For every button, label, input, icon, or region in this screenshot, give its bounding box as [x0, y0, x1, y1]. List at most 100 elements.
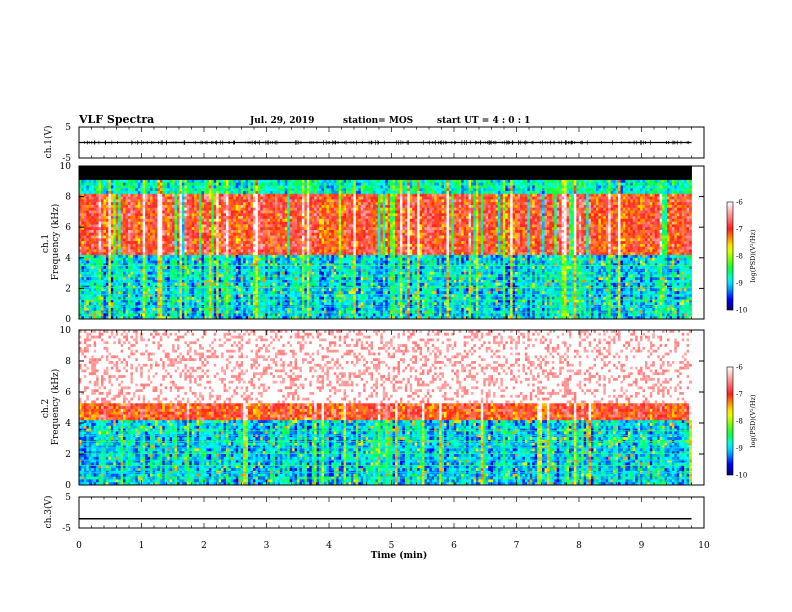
spectrogram-cell: [211, 271, 215, 275]
spectrogram-cell: [199, 213, 202, 217]
spectrogram-cell: [157, 271, 161, 275]
spectrogram-cell: [255, 177, 259, 181]
spectrogram-cell: [162, 293, 166, 298]
spectrogram-cell: [252, 302, 256, 306]
spectrogram-cell: [152, 271, 156, 275]
spectrogram-cell: [140, 288, 144, 292]
spectrogram-cell: [233, 207, 237, 211]
spectrogram-cell: [245, 193, 249, 197]
spectrogram-cell: [240, 238, 244, 242]
spectrogram-cell: [167, 229, 171, 234]
spectrogram-cell: [93, 221, 97, 225]
spectrogram-cell: [110, 171, 114, 175]
spectrogram-cell: [248, 177, 251, 181]
spectrogram-cell: [191, 179, 195, 184]
spectrogram-cell: [284, 299, 288, 303]
spectrogram-cell: [267, 302, 271, 306]
spectrogram-cell: [154, 285, 158, 289]
spectrogram-cell: [132, 280, 136, 284]
spectrogram-cell: [208, 243, 212, 248]
spectrogram-cell: [86, 204, 90, 209]
spectrogram-cell: [115, 268, 119, 273]
spectrogram-cell: [128, 185, 131, 189]
spectrogram-cell: [128, 168, 131, 172]
spectrogram-cell: [118, 193, 122, 197]
spectrogram-cell: [118, 249, 122, 253]
spectrogram-cell: [252, 202, 256, 206]
spectrogram-cell: [96, 188, 99, 192]
spectrogram-cell: [250, 166, 254, 170]
spectrogram-cell: [250, 213, 254, 217]
spectrogram-cell: [279, 202, 283, 206]
spectrogram-cell: [118, 171, 122, 175]
spectrogram-cell: [275, 171, 278, 175]
spectrogram-cell: [211, 177, 215, 181]
spectrogram-cell: [132, 207, 136, 211]
spectrogram-cell: [223, 293, 227, 298]
spectrogram-cell: [270, 227, 273, 231]
spectrogram-cell: [152, 199, 156, 203]
spectrogram-cell: [177, 291, 180, 295]
spectrogram-cell: [191, 296, 195, 300]
spectrogram-cell: [118, 282, 122, 287]
spectrogram-cell: [235, 316, 239, 320]
spectrogram-cell: [115, 174, 119, 178]
spectrogram-cell: [162, 166, 166, 170]
spectrogram-cell: [248, 199, 251, 203]
spectrogram-cell: [105, 280, 109, 284]
spectrogram-cell: [235, 277, 239, 281]
spectrogram-cell: [235, 252, 239, 256]
spectrogram-cell: [115, 271, 119, 275]
spectrogram-cell: [213, 271, 217, 275]
spectrogram-cell: [270, 296, 273, 300]
spectrogram-cell: [213, 255, 217, 259]
spectrogram-cell: [83, 213, 87, 217]
spectrogram-cell: [213, 227, 217, 231]
spectrogram-cell: [88, 174, 92, 178]
spectrogram-cell: [257, 166, 261, 170]
spectrogram-cell: [277, 252, 281, 256]
spectrogram-cell: [91, 210, 95, 214]
spectrogram-cell: [172, 302, 175, 306]
spectrogram-cell: [218, 210, 222, 214]
spectrogram-cell: [245, 185, 249, 189]
spectrogram-cell: [262, 285, 266, 289]
spectrogram-cell: [91, 268, 95, 273]
spectrogram-cell: [201, 188, 205, 192]
spectrogram-cell: [218, 168, 222, 172]
spectrogram-cell: [174, 177, 178, 181]
spectrogram-cell: [123, 182, 126, 186]
spectrogram-cell: [252, 260, 256, 264]
spectrogram-cell: [216, 213, 220, 217]
spectrogram-cell: [159, 291, 163, 295]
spectrogram-cell: [96, 182, 99, 186]
spectrogram-cell: [181, 277, 185, 281]
spectrogram-cell: [206, 191, 210, 195]
spectrogram-cell: [194, 179, 197, 184]
spectrogram-cell: [287, 213, 291, 217]
spectrogram-cell: [93, 285, 97, 289]
spectrogram-cell: [282, 204, 286, 209]
spectrogram-cell: [201, 260, 205, 264]
spectrogram-cell: [270, 257, 273, 261]
spectrogram-cell: [206, 288, 210, 292]
spectrogram-cell: [191, 268, 195, 273]
spectrogram-cell: [218, 257, 222, 261]
spectrogram-cell: [262, 210, 266, 214]
spectrogram-cell: [152, 243, 156, 248]
spectrogram-cell: [216, 204, 220, 209]
spectrogram-cell: [211, 296, 215, 300]
spectrogram-cell: [282, 166, 286, 170]
spectrogram-cell: [159, 179, 163, 184]
spectrogram-cell: [186, 218, 190, 223]
spectrogram-cell: [145, 282, 148, 287]
spectrogram-cell: [206, 210, 210, 214]
spectrogram-cell: [265, 255, 269, 259]
spectrogram-cell: [179, 246, 183, 250]
spectrogram-cell: [154, 218, 158, 223]
spectrogram-cell: [152, 196, 156, 200]
spectrogram-cell: [289, 188, 293, 192]
spectrogram-cell: [159, 293, 163, 298]
spectrogram-cell: [91, 257, 95, 261]
spectrogram-cell: [103, 296, 107, 300]
